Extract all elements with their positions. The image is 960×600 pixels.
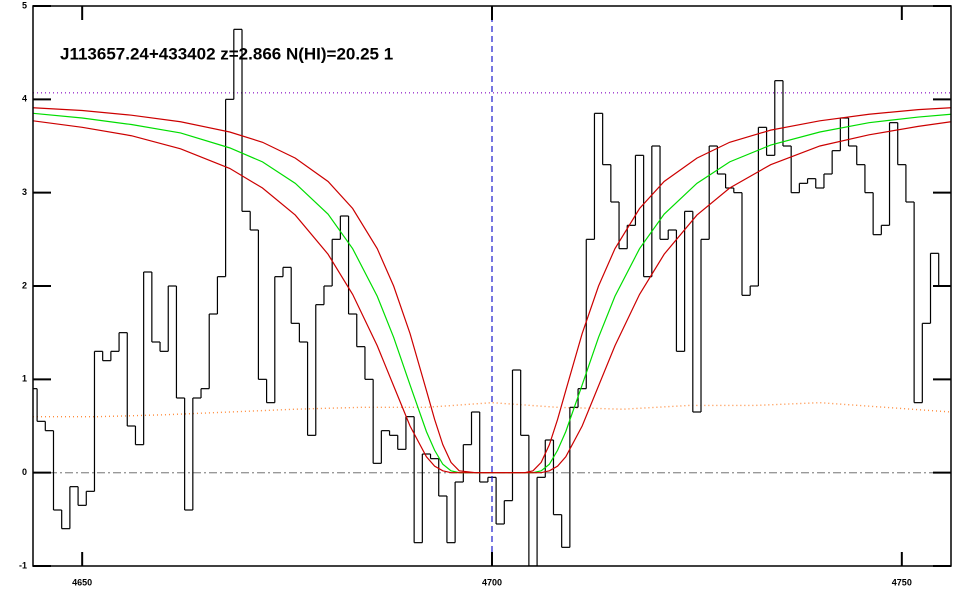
- y-tick-label: 3: [22, 187, 27, 197]
- y-tick-label: 2: [22, 280, 27, 290]
- x-tick-label: 4650: [72, 577, 92, 587]
- chart-title: J113657.24+433402 z=2.866 N(HI)=20.25 1: [60, 44, 393, 63]
- y-tick-label: 4: [22, 94, 27, 104]
- plot-area: [33, 6, 951, 566]
- y-tick-label: 1: [22, 374, 27, 384]
- y-tick-label: -1: [19, 560, 27, 570]
- y-tick-label: 5: [22, 0, 27, 10]
- y-tick-label: 0: [22, 467, 27, 477]
- x-tick-label: 4750: [892, 577, 912, 587]
- model-line: [33, 120, 951, 474]
- x-tick-label: 4700: [482, 577, 502, 587]
